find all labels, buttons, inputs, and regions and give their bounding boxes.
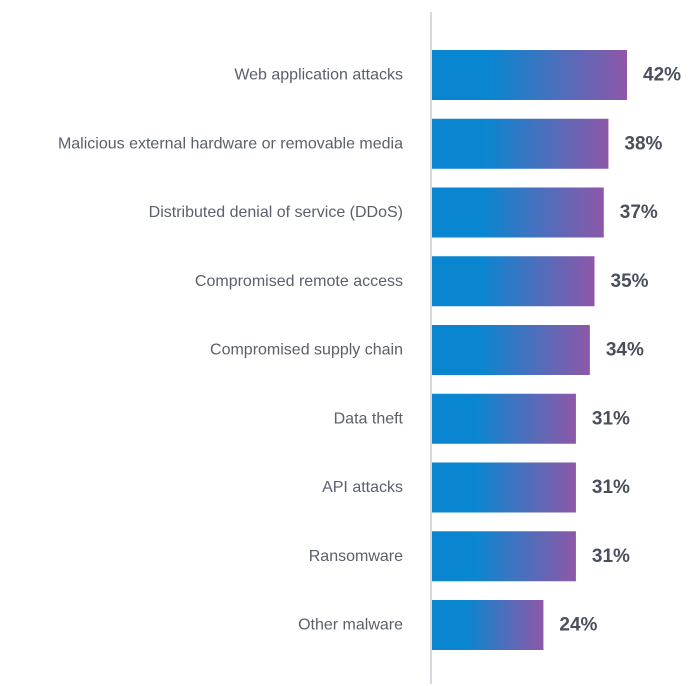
bar — [432, 50, 627, 100]
bar — [432, 118, 609, 169]
value-label: 24% — [559, 615, 597, 636]
bar — [432, 325, 590, 375]
bar — [432, 187, 604, 238]
value-label: 42% — [643, 65, 681, 86]
category-label: Web application attacks — [234, 67, 403, 84]
value-label: 31% — [592, 546, 630, 567]
category-label: Compromised supply chain — [210, 342, 403, 359]
value-label: 31% — [592, 477, 630, 498]
bar — [432, 256, 595, 307]
value-label: 31% — [592, 408, 630, 429]
category-label: API attacks — [322, 479, 403, 496]
bar — [432, 462, 576, 513]
value-label: 35% — [611, 271, 649, 292]
bar — [432, 393, 576, 444]
category-label: Ransomware — [309, 548, 403, 565]
bar-marks: Web application attacks 42% Malicious exte… — [58, 50, 681, 650]
value-label: 34% — [606, 340, 644, 361]
value-label: 37% — [620, 202, 658, 223]
value-label: 38% — [624, 133, 662, 154]
category-label: Distributed denial of service (DDoS) — [149, 204, 403, 221]
bar — [432, 531, 576, 582]
category-label: Compromised remote access — [195, 273, 403, 290]
category-label: Malicious external hardware or removable… — [58, 135, 403, 152]
bar — [432, 600, 544, 650]
category-label: Other malware — [298, 617, 403, 634]
category-label: Data theft — [334, 410, 404, 427]
